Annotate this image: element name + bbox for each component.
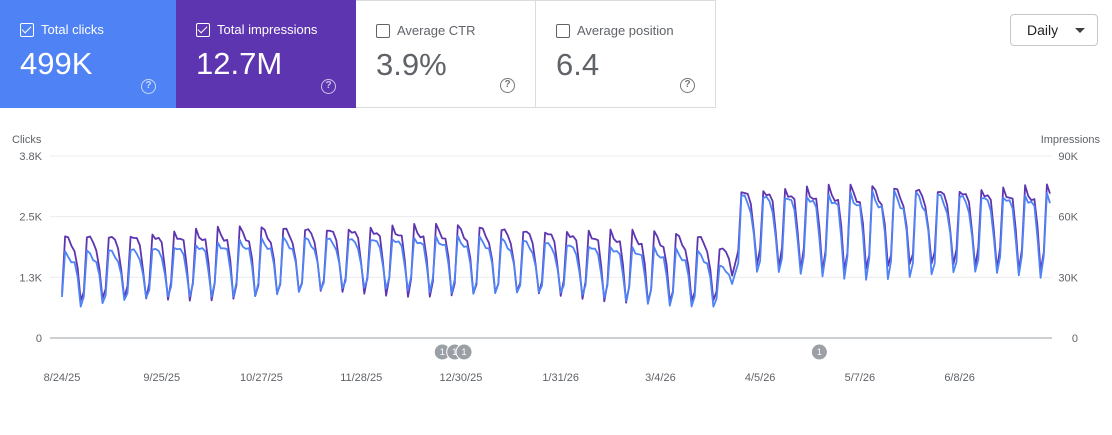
x-tick-label: 3/4/26: [645, 372, 676, 384]
card-header: Total clicks: [20, 22, 104, 37]
x-tick-label: 4/5/26: [745, 372, 776, 384]
card-total-impressions[interactable]: Total impressions 12.7M ?: [176, 0, 356, 108]
caret-down-icon: [1075, 28, 1085, 33]
x-tick-labels: 8/24/25 9/25/25 10/27/25 11/28/25 12/30/25 1/…: [44, 372, 975, 384]
card-value: 3.9%: [376, 47, 447, 82]
period-dropdown[interactable]: Daily: [1010, 14, 1098, 46]
x-tick-label: 12/30/25: [440, 372, 483, 384]
card-average-position[interactable]: Average position 6.4 ?: [536, 0, 716, 108]
card-label: Total clicks: [41, 22, 104, 37]
card-header: Total impressions: [196, 22, 317, 37]
annotation-label: 1: [817, 347, 822, 357]
checkbox-total-impressions[interactable]: [196, 22, 210, 37]
annotation-marker[interactable]: 1: [455, 343, 473, 361]
x-tick-label: 9/25/25: [143, 372, 180, 384]
y-tick-right: 60K: [1058, 212, 1078, 224]
left-axis-label: Clicks: [12, 134, 42, 146]
right-axis-label: Impressions: [1041, 134, 1101, 146]
checkbox-average-position[interactable]: [556, 23, 570, 38]
x-tick-label: 6/8/26: [944, 372, 975, 384]
card-total-clicks[interactable]: Total clicks 499K ?: [0, 0, 176, 108]
x-tick-label: 8/24/25: [44, 372, 81, 384]
x-tick-label: 11/28/25: [340, 372, 382, 384]
x-tick-label: 1/31/26: [542, 372, 579, 384]
y-tick-left: 3.8K: [19, 151, 42, 163]
x-tick-label: 5/7/26: [845, 372, 876, 384]
card-header: Average position: [556, 23, 674, 38]
help-icon[interactable]: ?: [500, 78, 515, 93]
performance-chart: Clicks Impressions 3.8K 90K 2.5K 60K 1.3K 30K…: [12, 134, 1101, 384]
help-icon[interactable]: ?: [680, 78, 695, 93]
metric-cards: Total clicks 499K ? Total impressions 12…: [0, 0, 716, 108]
annotation-label: 1: [452, 347, 457, 357]
annotation-label: 1: [462, 347, 467, 357]
y-tick-left: 0: [36, 333, 42, 345]
gridlines: [50, 155, 1052, 339]
help-icon[interactable]: ?: [321, 79, 336, 94]
checkbox-average-ctr[interactable]: [376, 23, 390, 38]
y-tick-right: 90K: [1058, 151, 1078, 163]
series-line-clicks: [61, 189, 1051, 308]
y-tick-right: 0: [1072, 333, 1078, 345]
y-tick-right: 30K: [1058, 272, 1078, 284]
card-value: 499K: [20, 46, 93, 81]
x-tick-label: 10/27/25: [240, 372, 283, 384]
checkbox-total-clicks[interactable]: [20, 22, 34, 37]
annotation-label: 1: [440, 347, 445, 357]
card-header: Average CTR: [376, 23, 476, 38]
card-average-ctr[interactable]: Average CTR 3.9% ?: [356, 0, 536, 108]
help-icon[interactable]: ?: [141, 79, 156, 94]
annotation-marker[interactable]: 1: [810, 343, 828, 361]
card-label: Average position: [577, 23, 674, 38]
card-label: Average CTR: [397, 23, 476, 38]
period-dropdown-value: Daily: [1027, 22, 1059, 38]
y-tick-left: 2.5K: [19, 212, 42, 224]
card-value: 12.7M: [196, 46, 283, 81]
card-value: 6.4: [556, 47, 600, 82]
card-label: Total impressions: [217, 22, 318, 37]
y-tick-labels: 3.8K 90K 2.5K 60K 1.3K 30K 0 0: [19, 151, 1078, 345]
y-tick-left: 1.3K: [19, 272, 42, 284]
annotation-marker[interactable]: 1: [433, 343, 451, 361]
series-lines: [61, 183, 1051, 308]
